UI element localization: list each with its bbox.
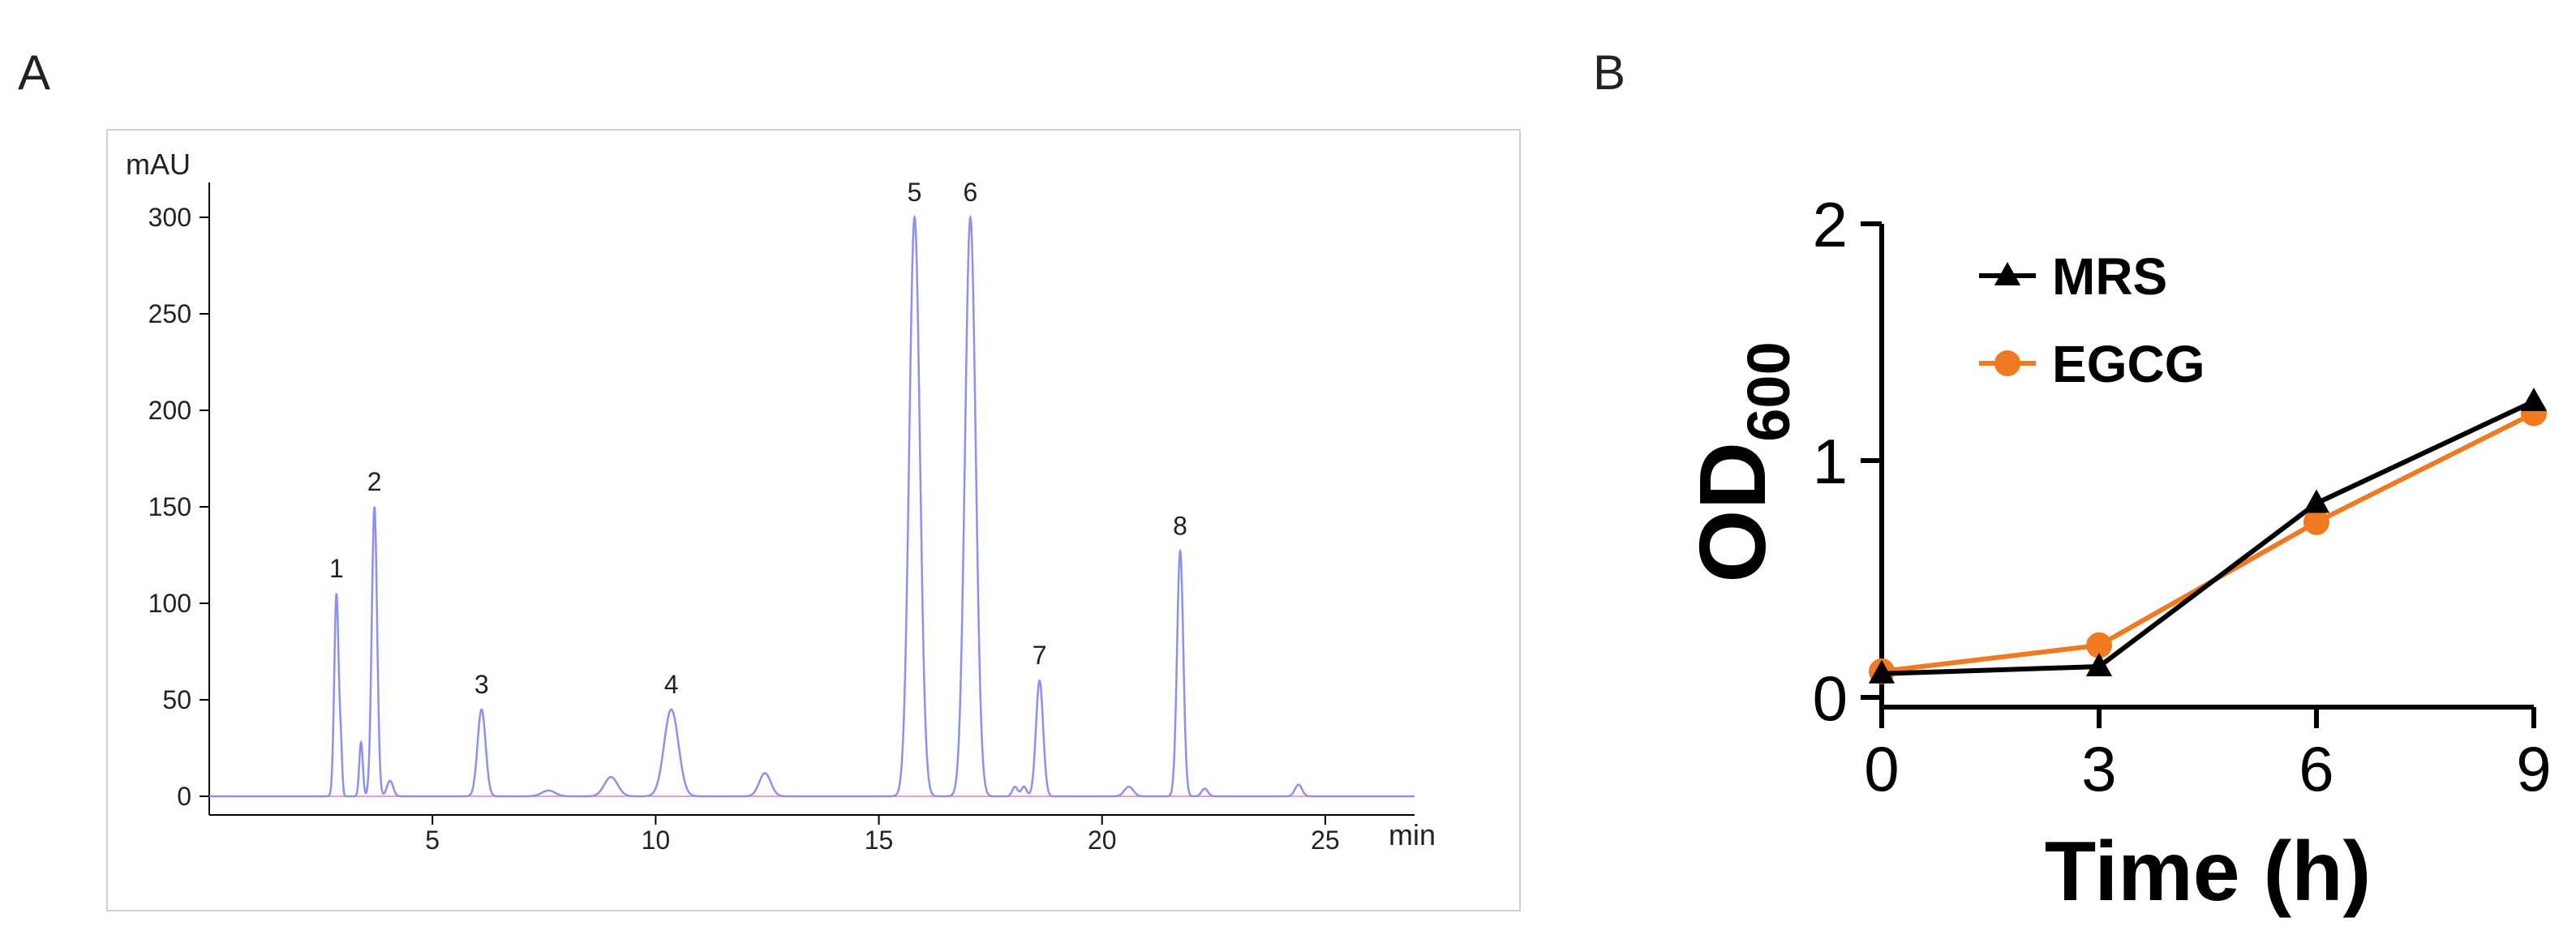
- data-point-mrs: [2303, 489, 2330, 513]
- chromatogram-y-tick-label: 100: [148, 589, 191, 618]
- chromatogram-chart: 0 50 100 150 200 250 300 5 10 15 20 25 mAU min 1 2 3…: [106, 129, 1521, 911]
- peak-label-3: 3: [474, 670, 489, 699]
- growth-y-tick-label: 2: [1813, 189, 1848, 260]
- growth-x-tick-label: 3: [2081, 733, 2116, 804]
- chromatogram-y-tick-label: 250: [148, 299, 191, 328]
- growth-legend: MRS EGCG: [1979, 247, 2205, 393]
- legend-marker-egcg: [1994, 350, 2020, 376]
- chromatogram-y-tick-label: 50: [162, 685, 191, 714]
- peak-label-4: 4: [664, 670, 679, 699]
- panel-b-letter: B: [1593, 45, 1625, 100]
- series-line-mrs: [1881, 399, 2535, 676]
- chromatogram-frame: [106, 129, 1521, 911]
- peak-label-1: 1: [329, 554, 344, 583]
- chromatogram-y-tick-label: 0: [177, 782, 191, 811]
- peak-label-8: 8: [1173, 512, 1187, 541]
- legend-marker-mrs: [1994, 262, 2021, 285]
- series-line-egcg: [1881, 410, 2535, 674]
- data-point-mrs: [2520, 388, 2548, 411]
- data-point-egcg: [2086, 632, 2112, 658]
- chromatogram-y-tick-label: 150: [148, 492, 191, 521]
- peak-label-2: 2: [367, 467, 382, 496]
- chromatogram-trace: [209, 214, 1415, 798]
- chromatogram-x-unit: min: [1389, 818, 1436, 851]
- data-point-mrs: [1868, 659, 1896, 684]
- legend-label-egcg: EGCG: [2052, 335, 2205, 393]
- growth-y-label-main: OD: [1680, 442, 1785, 583]
- chromatogram-y-tick-label: 300: [148, 203, 191, 232]
- chromatogram-y-tick-label: 200: [148, 396, 191, 425]
- chromatogram-x-tick-label: 25: [1311, 825, 1340, 855]
- growth-curve-chart: 0 1 2 0 3 6 9 Time (h) OD600 MRS EGCG: [1680, 189, 2552, 919]
- growth-y-tick-label: 0: [1813, 663, 1848, 734]
- chromatogram-y-unit: mAU: [126, 148, 191, 181]
- data-point-egcg: [2303, 508, 2329, 535]
- peak-label-7: 7: [1033, 641, 1047, 670]
- legend-label-mrs: MRS: [2052, 247, 2167, 306]
- panel-a-letter: A: [18, 45, 50, 100]
- growth-y-tick-label: 1: [1813, 426, 1848, 497]
- growth-x-tick-label: 9: [2516, 733, 2551, 804]
- chromatogram-x-tick-label: 15: [865, 825, 894, 855]
- chromatogram-x-tick-label: 20: [1088, 825, 1117, 855]
- chromatogram-x-tick-label: 10: [642, 825, 671, 855]
- peak-label-5: 5: [908, 178, 922, 207]
- growth-y-label: OD600: [1680, 341, 1802, 582]
- chromatogram-x-tick-label: 5: [425, 825, 440, 855]
- peak-label-6: 6: [963, 178, 977, 207]
- data-point-mrs: [2085, 653, 2113, 676]
- growth-x-label: Time (h): [2045, 825, 2372, 919]
- growth-x-tick-label: 6: [2299, 733, 2333, 804]
- growth-x-tick-label: 0: [1864, 733, 1899, 804]
- growth-y-label-sub: 600: [1735, 341, 1802, 441]
